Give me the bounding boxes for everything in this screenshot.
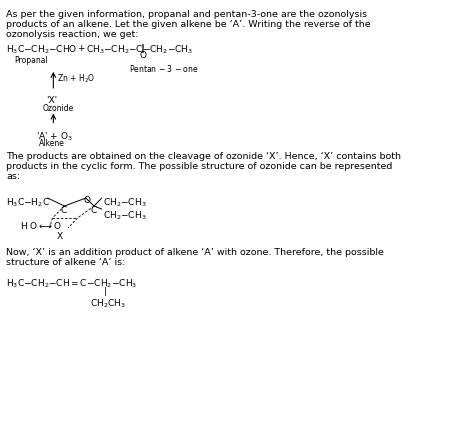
- Text: Alkene: Alkene: [38, 139, 64, 149]
- Text: H$_3$C$-$CH$_2$$-$CHO: H$_3$C$-$CH$_2$$-$CHO: [6, 43, 77, 56]
- Text: Zn + H$_2$O: Zn + H$_2$O: [57, 73, 95, 85]
- Text: Pentan $-$ 3 $-$ one: Pentan $-$ 3 $-$ one: [129, 63, 199, 74]
- Text: $\Vert$: $\Vert$: [140, 42, 145, 55]
- Text: H$_3$C$-$H$_2$C: H$_3$C$-$H$_2$C: [6, 196, 50, 208]
- Text: as:: as:: [6, 172, 20, 181]
- Text: ozonolysis reaction, we get:: ozonolysis reaction, we get:: [6, 30, 138, 39]
- Text: CH$_2$$-$CH$_3$: CH$_2$$-$CH$_3$: [103, 209, 147, 221]
- Text: CH$_2$CH$_3$: CH$_2$CH$_3$: [90, 297, 126, 310]
- Text: H O$\longleftrightarrow$O: H O$\longleftrightarrow$O: [20, 220, 62, 231]
- Text: X: X: [57, 232, 63, 241]
- Text: Now, ‘X’ is an addition product of alkene ‘A’ with ozone. Therefore, the possibl: Now, ‘X’ is an addition product of alken…: [6, 248, 384, 257]
- Text: C: C: [91, 206, 97, 215]
- Text: products in the cyclic form. The possible structure of ozonide can be represente: products in the cyclic form. The possibl…: [6, 163, 392, 171]
- Text: |: |: [103, 288, 107, 296]
- Text: $+$: $+$: [77, 43, 86, 53]
- Text: Propanal: Propanal: [14, 56, 48, 65]
- Text: products of an alkene. Let the given alkene be ‘A’. Writing the reverse of the: products of an alkene. Let the given alk…: [6, 20, 371, 29]
- Text: CH$_3$$-$CH$_2$$-$C$-$CH$_2$$-$CH$_3$: CH$_3$$-$CH$_2$$-$C$-$CH$_2$$-$CH$_3$: [86, 43, 193, 56]
- Text: structure of alkene ‘A’ is:: structure of alkene ‘A’ is:: [6, 258, 126, 266]
- Text: O: O: [140, 51, 146, 60]
- Text: As per the given information, propanal and pentan-3-one are the ozonolysis: As per the given information, propanal a…: [6, 11, 367, 19]
- Text: CH$_2$$-$CH$_3$: CH$_2$$-$CH$_3$: [103, 196, 147, 208]
- Text: H$_3$C$-$CH$_2$$-$CH$=$C$-$CH$_2$$-$CH$_3$: H$_3$C$-$CH$_2$$-$CH$=$C$-$CH$_2$$-$CH$_…: [6, 277, 137, 290]
- Text: The products are obtained on the cleavage of ozonide ‘X’. Hence, ‘X’ contains bo: The products are obtained on the cleavag…: [6, 152, 401, 161]
- Text: 'A' + O$_3$: 'A' + O$_3$: [36, 131, 73, 143]
- Text: Ozonide: Ozonide: [42, 104, 73, 113]
- Text: 'X': 'X': [46, 96, 57, 105]
- Text: O: O: [83, 196, 90, 205]
- Text: C: C: [61, 206, 67, 215]
